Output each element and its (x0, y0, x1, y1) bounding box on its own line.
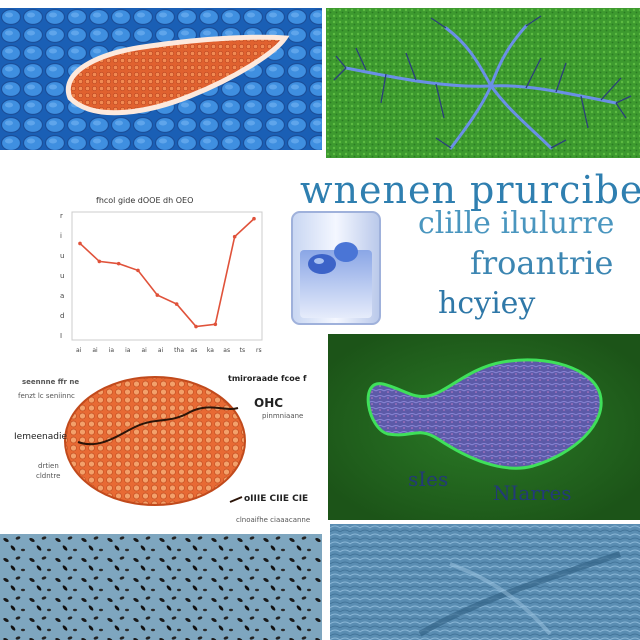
y-tick-label: u (60, 272, 64, 280)
fish-shape-illustration: sIes NIarres (328, 334, 640, 520)
series-line-0 (79, 218, 255, 328)
y-tick-label: u (60, 252, 64, 260)
x-tick-label: ia (109, 347, 115, 354)
spotted-tissue-panel (0, 534, 322, 640)
cell-label-left-1: seennne ffr ne (22, 378, 80, 386)
y-tick-label: a (60, 292, 64, 300)
cell-label-right-2: OHC (254, 396, 284, 410)
green-vein-panel (326, 8, 640, 158)
fish-panel: sIes NIarres (328, 334, 640, 520)
x-tick-label: ai (92, 347, 98, 354)
textured-tissue-panel (330, 524, 640, 640)
x-tick-label: ts (240, 347, 245, 354)
x-tick-label: ai (141, 347, 147, 354)
y-tick-labels: r i u u a d I (60, 212, 64, 340)
fish-caption-left: sIes (408, 467, 448, 491)
x-tick-label: as (223, 347, 230, 354)
chart-title: fhcol gide dOOE dh OEO (96, 196, 194, 205)
data-point (155, 293, 160, 297)
blue-tissue-panel (0, 8, 322, 150)
cell-label-bottom-1: oIIIE CIIE CIE (244, 494, 309, 504)
cell-label-left-5: cldntre (36, 472, 61, 480)
data-point (252, 216, 256, 221)
orange-cell-panel (60, 372, 250, 510)
line-chart-panel: fhcol gide dOOE dh OEO r i u u a d I ai ai ia ia a… (50, 192, 270, 360)
y-tick-label: d (60, 312, 64, 320)
x-tick-label: ia (125, 347, 131, 354)
headline-line-2: clille ilulurre (418, 206, 615, 241)
x-tick-label: ka (207, 347, 214, 354)
data-point (97, 259, 102, 264)
headline-line-1: wnenen prurcibe (300, 168, 640, 212)
headline-line-4: hcyiey (438, 286, 536, 321)
blue-tissue-illustration (0, 8, 322, 150)
x-tick-label: ai (76, 347, 82, 354)
fish-caption-right: NIarres (493, 481, 572, 505)
cell-label-right-1: tmiroraade fcoe f (228, 374, 307, 383)
data-point (116, 261, 121, 266)
headline-line-3: froantrie (470, 244, 614, 282)
x-tick-label: ai (158, 347, 164, 354)
chart-plot-area (71, 211, 263, 341)
y-tick-label: I (60, 332, 62, 340)
textured-tissue-illustration (330, 524, 640, 640)
cell-label-left-3: Iemeenadie (14, 432, 68, 442)
chart-series (78, 216, 256, 329)
y-tick-label: r (60, 212, 63, 220)
data-point (78, 241, 82, 246)
data-point (232, 234, 237, 239)
data-point (194, 324, 198, 329)
cell-label-left-4: drtien (38, 462, 59, 470)
x-tick-labels: ai ai ia ia ai ai tha as ka as ts rs (76, 347, 262, 354)
cell-label-right-3: pinmniaane (262, 412, 304, 420)
vein-network-illustration (326, 8, 640, 158)
spotted-tissue-illustration (0, 534, 322, 640)
beaker-panel (288, 210, 384, 328)
cell-label-bottom-2: clnoaifhe ciaaacanne (236, 516, 311, 524)
x-tick-label: tha (174, 347, 184, 354)
y-tick-label: i (60, 232, 62, 240)
x-tick-label: as (191, 347, 198, 354)
x-tick-label: rs (256, 347, 262, 354)
cell-label-left-2: fenzt lc seniinnc (18, 392, 75, 400)
data-point (174, 302, 179, 306)
data-point (213, 322, 218, 327)
data-point (136, 268, 140, 273)
orange-cell-illustration (64, 376, 246, 506)
beaker-illustration (291, 211, 381, 325)
